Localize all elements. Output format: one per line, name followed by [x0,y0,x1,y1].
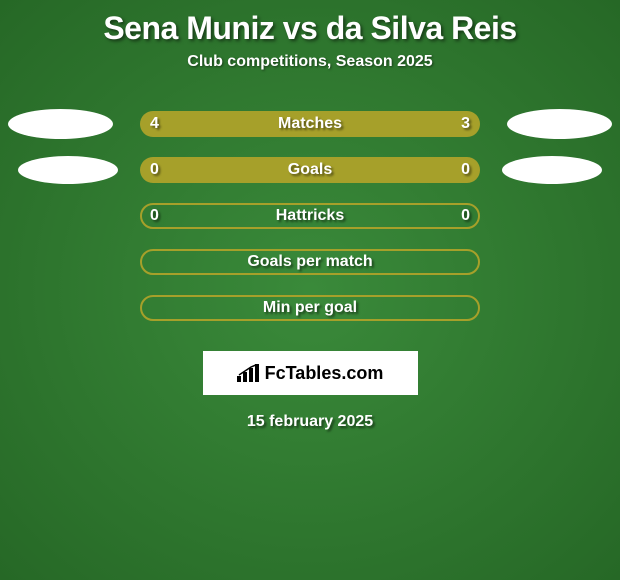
stat-bar: Goals per match [140,249,480,275]
stat-bar: Hattricks [140,203,480,229]
infographic-container: Sena Muniz vs da Silva Reis Club competi… [0,0,620,431]
stat-label: Matches [278,115,342,133]
stat-bar: Min per goal [140,295,480,321]
stat-value-left: 0 [150,203,159,229]
player-bubble-right [507,109,612,139]
stat-row: Goals per match [0,249,620,295]
logo-text: FcTables.com [265,363,384,384]
stat-value-right: 0 [461,203,470,229]
bar-chart-icon [237,364,261,382]
stat-row: Min per goal [0,295,620,341]
stat-label: Goals [288,161,332,179]
logo-box: FcTables.com [203,351,418,395]
stat-row: Goals 0 0 [0,157,620,203]
stat-value-right: 0 [461,157,470,183]
stat-label: Goals per match [247,253,372,271]
stat-row: Matches 4 3 [0,111,620,157]
player-bubble-left [8,109,113,139]
player-bubble-left [18,156,118,184]
stat-value-right: 3 [461,111,470,137]
player-bubble-right [502,156,602,184]
stat-label: Hattricks [276,207,344,225]
page-subtitle: Club competitions, Season 2025 [0,53,620,71]
footer-date: 15 february 2025 [0,413,620,431]
stat-bar: Matches [140,111,480,137]
stat-row: Hattricks 0 0 [0,203,620,249]
stats-area: Matches 4 3 Goals 0 0 Hattricks 0 0 Goals per mat… [0,111,620,341]
stat-value-left: 0 [150,157,159,183]
stat-bar: Goals [140,157,480,183]
stat-value-left: 4 [150,111,159,137]
stat-label: Min per goal [263,299,357,317]
page-title: Sena Muniz vs da Silva Reis [0,10,620,47]
